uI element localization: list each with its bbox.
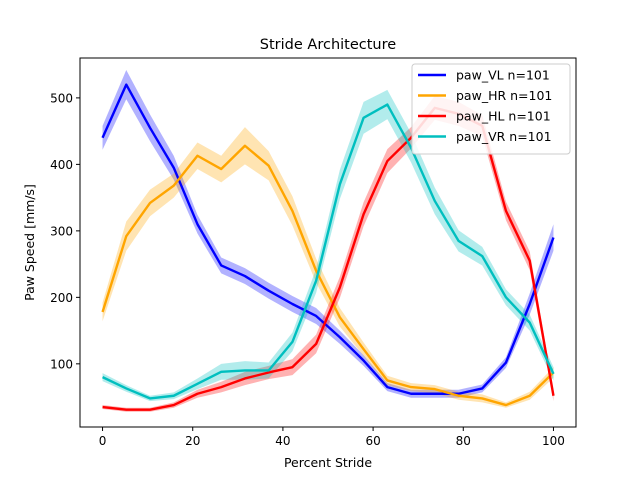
legend-label-1: paw_HR n=101	[456, 88, 552, 103]
y-tick-label: 400	[50, 158, 73, 172]
series-line-3	[102, 103, 555, 400]
y-axis-label: Paw Speed [mm/s]	[22, 184, 37, 301]
y-tick-label: 100	[50, 357, 73, 371]
series-band-3	[102, 89, 554, 402]
legend-label-0: paw_VL n=101	[456, 68, 550, 83]
chart-title: Stride Architecture	[260, 37, 396, 53]
legend: paw_VL n=101 paw_HR n=101 paw_HL n=101 paw_…	[411, 63, 571, 155]
y-tick-label: 500	[50, 91, 73, 105]
confidence-bands	[102, 69, 554, 412]
x-tick-label: 0	[99, 434, 107, 448]
x-tick-label: 60	[365, 434, 380, 448]
series-line-1	[101, 144, 555, 407]
x-tick-label: 100	[542, 434, 565, 448]
y-tick-label: 200	[50, 291, 73, 305]
x-axis-ticks: 0 20 40 60 80 100	[99, 427, 565, 448]
x-tick-label: 40	[275, 434, 290, 448]
x-axis-label: Percent Stride	[284, 455, 372, 470]
series-band-0	[102, 69, 554, 398]
x-tick-label: 80	[456, 434, 471, 448]
x-tick-label: 20	[185, 434, 200, 448]
series-line-0	[101, 83, 555, 395]
legend-label-3: paw_VR n=101	[456, 129, 552, 144]
y-tick-label: 300	[50, 224, 73, 238]
y-axis-ticks: 100 200 300 400 500	[50, 91, 80, 371]
legend-box	[411, 63, 571, 155]
legend-label-2: paw_HL n=101	[456, 109, 551, 124]
plot-frame	[79, 57, 577, 428]
